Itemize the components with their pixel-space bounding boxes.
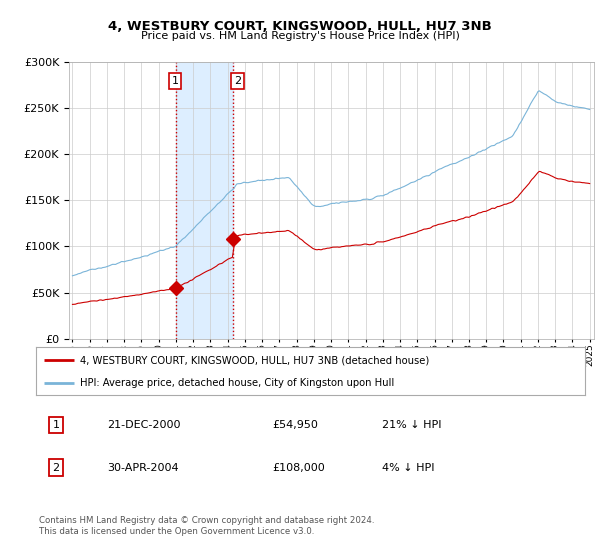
Bar — [176, 62, 233, 339]
Text: £54,950: £54,950 — [272, 420, 318, 430]
Text: 30-APR-2004: 30-APR-2004 — [107, 463, 179, 473]
Text: 4% ↓ HPI: 4% ↓ HPI — [382, 463, 434, 473]
Text: 2: 2 — [52, 463, 59, 473]
Text: Price paid vs. HM Land Registry's House Price Index (HPI): Price paid vs. HM Land Registry's House … — [140, 31, 460, 41]
Text: HPI: Average price, detached house, City of Kingston upon Hull: HPI: Average price, detached house, City… — [80, 378, 394, 388]
Text: 2: 2 — [234, 76, 241, 86]
Text: 21% ↓ HPI: 21% ↓ HPI — [382, 420, 442, 430]
Text: 1: 1 — [172, 76, 179, 86]
Text: 1: 1 — [52, 420, 59, 430]
Text: 21-DEC-2000: 21-DEC-2000 — [107, 420, 181, 430]
Text: 4, WESTBURY COURT, KINGSWOOD, HULL, HU7 3NB (detached house): 4, WESTBURY COURT, KINGSWOOD, HULL, HU7 … — [80, 355, 429, 365]
Text: £108,000: £108,000 — [272, 463, 325, 473]
Text: Contains HM Land Registry data © Crown copyright and database right 2024.
This d: Contains HM Land Registry data © Crown c… — [39, 516, 374, 536]
Text: 4, WESTBURY COURT, KINGSWOOD, HULL, HU7 3NB: 4, WESTBURY COURT, KINGSWOOD, HULL, HU7 … — [108, 20, 492, 32]
